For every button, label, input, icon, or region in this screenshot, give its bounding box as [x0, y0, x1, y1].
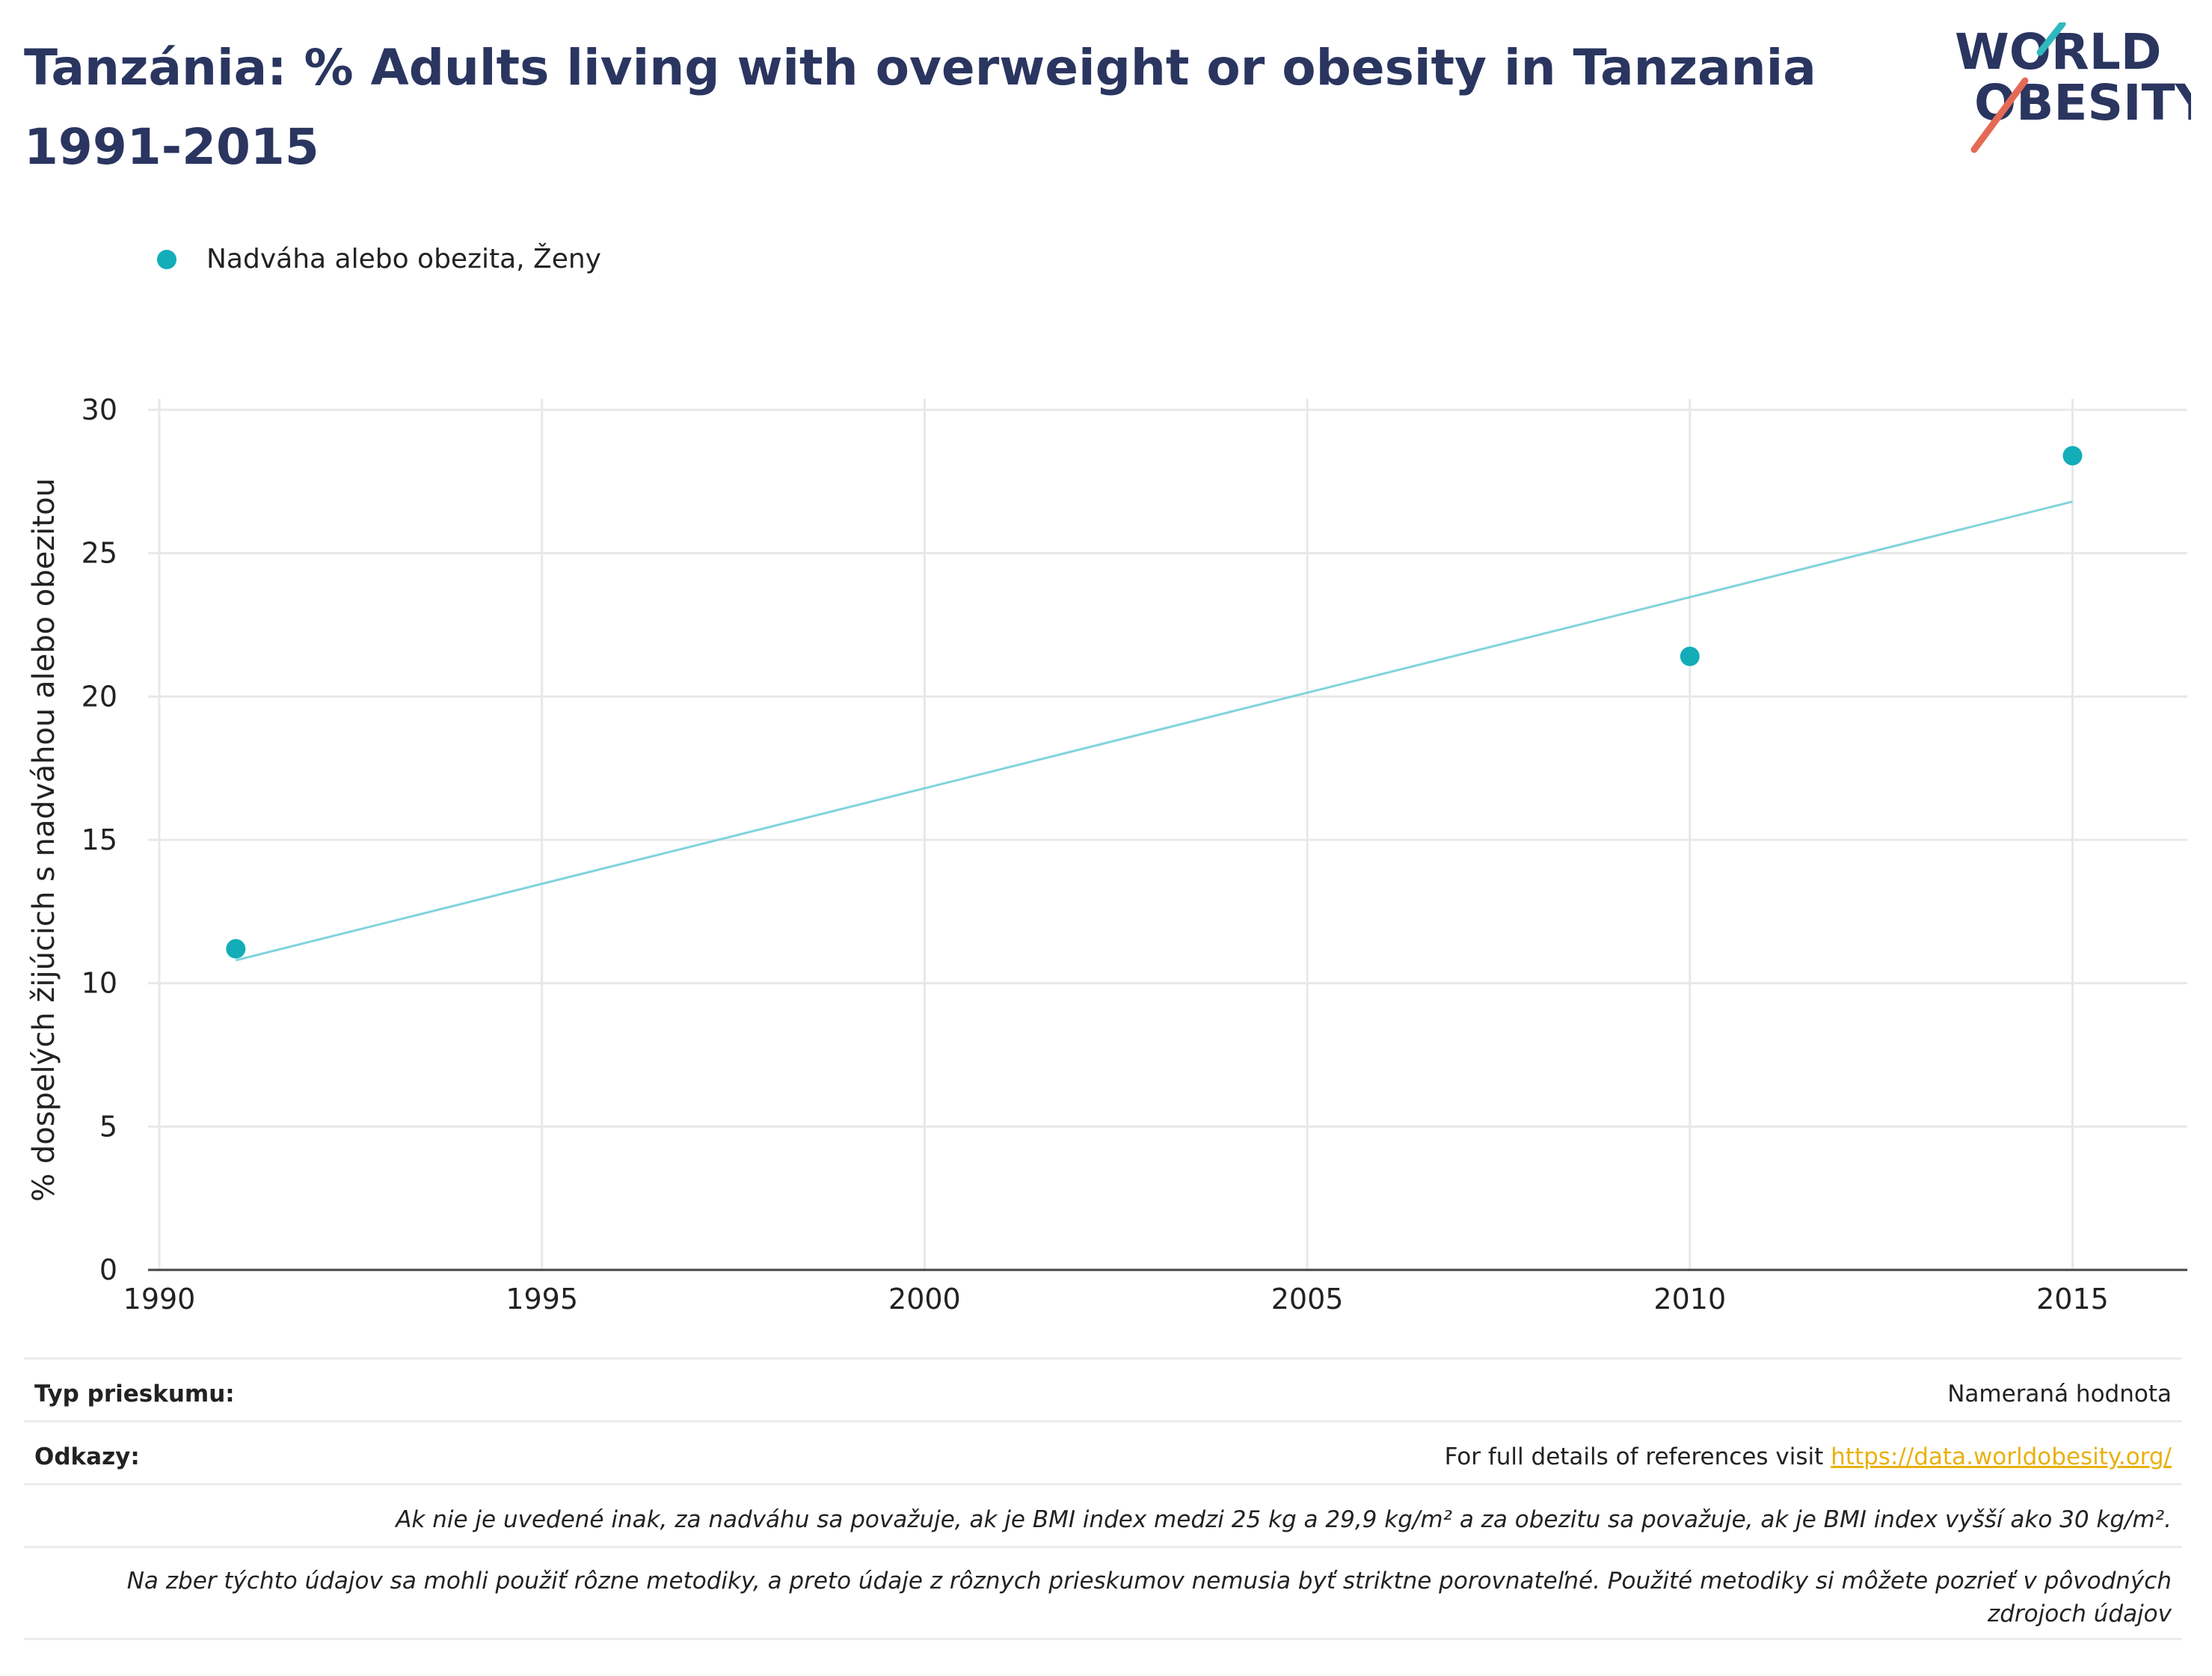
y-tick-label: 25: [82, 537, 117, 570]
grid-lines: [148, 399, 2187, 1270]
y-tick-label: 5: [99, 1110, 117, 1143]
survey-type-row: Typ prieskumu: Nameraná hodnota: [24, 1357, 2182, 1420]
y-tick-label: 15: [82, 823, 117, 856]
survey-type-label: Typ prieskumu:: [34, 1381, 235, 1408]
y-tick-label: 0: [99, 1253, 117, 1286]
trendline-layer: [235, 500, 2073, 962]
x-tick-label: 2010: [1653, 1283, 1726, 1316]
survey-type-value: Nameraná hodnota: [1947, 1381, 2172, 1408]
data-point: [1680, 646, 1700, 666]
world-obesity-logo: WORLD OBESITY: [1955, 22, 2191, 153]
y-tick-label: 30: [82, 393, 117, 426]
x-tick-label: 1990: [123, 1283, 196, 1316]
axes: 0 5 10 15 20 25 30 1990 1995 2000 2005 2010 2015: [82, 393, 2187, 1316]
references-text: For full details of references visit: [1444, 1443, 1831, 1470]
references-value: For full details of references visit htt…: [1445, 1443, 2172, 1470]
bmi-note-row: Ak nie je uvedené inak, za nadváhu sa po…: [24, 1483, 2182, 1546]
y-tick-label: 20: [82, 680, 117, 713]
y-axis-title: % dospelých žijúcich s nadváhou alebo ob…: [27, 478, 61, 1202]
chart-footer: Typ prieskumu: Nameraná hodnota Odkazy: …: [24, 1357, 2182, 1640]
methods-note-row: Na zber týchto údajov sa mohli použiť rô…: [24, 1546, 2182, 1640]
x-tick-label: 2000: [888, 1283, 961, 1316]
x-tick-label: 1995: [506, 1283, 578, 1316]
legend-label: Nadváha alebo obezita, Ženy: [206, 244, 601, 274]
chart-legend[interactable]: Nadváha alebo obezita, Ženy: [157, 244, 601, 274]
bmi-note: Ak nie je uvedené inak, za nadváhu sa po…: [396, 1506, 2172, 1533]
logo-slash-teal: [2036, 22, 2066, 56]
references-label: Odkazy:: [34, 1443, 140, 1470]
data-point: [226, 939, 246, 959]
legend-marker: [157, 249, 176, 269]
references-link[interactable]: https://data.worldobesity.org/: [1831, 1443, 2172, 1470]
x-tick-label: 2005: [1271, 1283, 1344, 1316]
y-tick-label: 10: [82, 967, 117, 1000]
references-row: Odkazy: For full details of references v…: [24, 1420, 2182, 1483]
trendline: [235, 500, 2073, 962]
data-point: [2062, 446, 2083, 466]
data-points: [226, 446, 2083, 959]
methods-note: Na zber týchto údajov sa mohli použiť rô…: [126, 1568, 2172, 1627]
x-tick-label: 2015: [2036, 1283, 2109, 1316]
logo-slash-red: [1970, 77, 2029, 153]
scatter-chart: 0 5 10 15 20 25 30 1990 1995 2000 2005 2010 2015 % d…: [27, 393, 2187, 1316]
page-title: Tanzánia: % Adults living with overweigh…: [24, 39, 1816, 176]
